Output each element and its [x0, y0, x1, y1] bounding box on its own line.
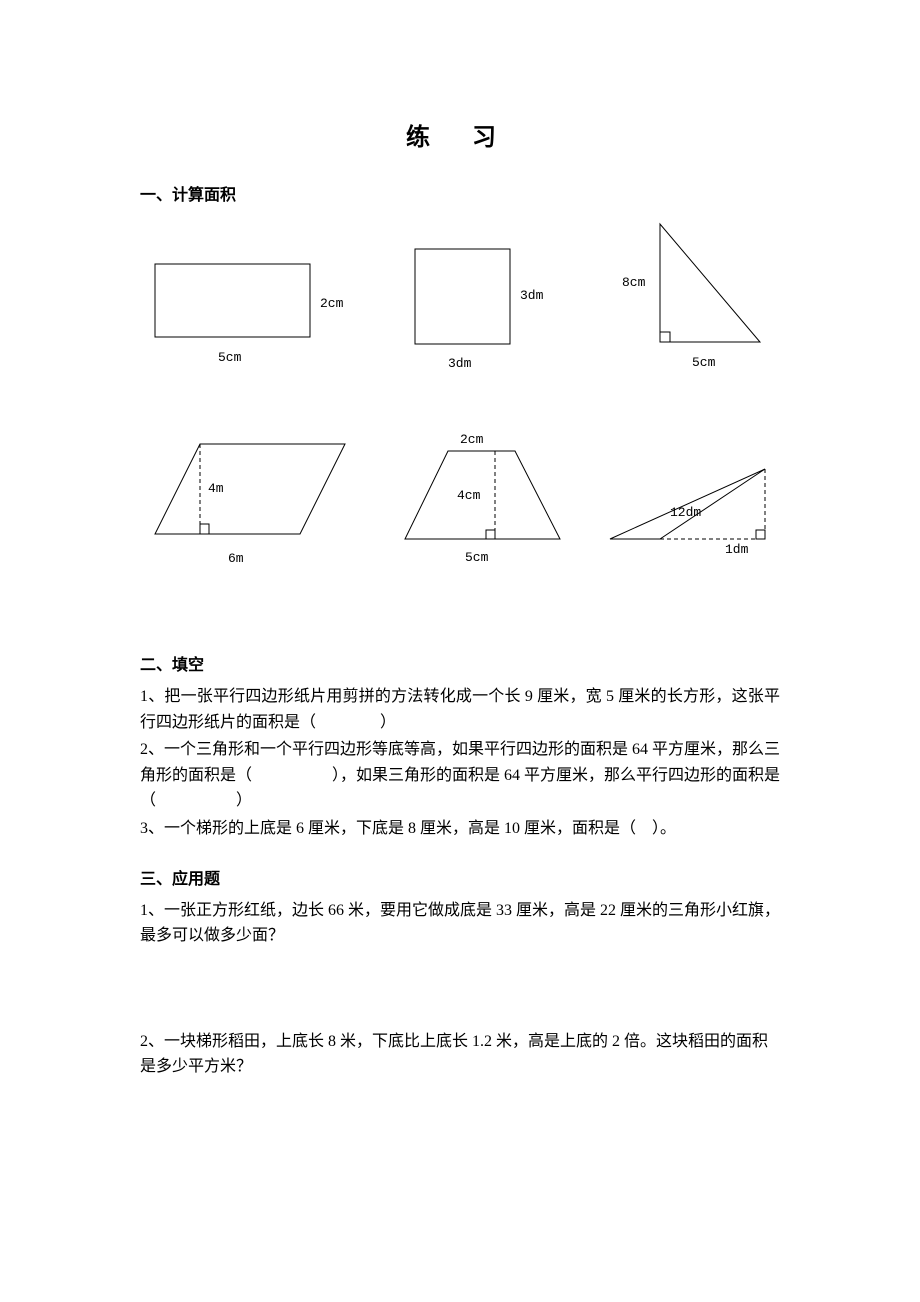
figures-row-2: 4m 6m 2cm 4cm 5cm 12dm 1dm — [140, 429, 780, 574]
parallelogram-svg: 4m 6m — [140, 434, 370, 574]
fill-q3: 3、一个梯形的上底是 6 厘米，下底是 8 厘米，高是 10 厘米，面积是（ ）… — [140, 816, 780, 842]
fill-q1: 1、把一张平行四边形纸片用剪拼的方法转化成一个长 9 厘米，宽 5 厘米的长方形… — [140, 684, 780, 735]
fill-q2: 2、一个三角形和一个平行四边形等底等高，如果平行四边形的面积是 64 平方厘米，… — [140, 737, 780, 814]
rect-width-label: 5cm — [218, 350, 242, 365]
page-title: 练 习 — [140, 120, 780, 156]
section-2-heading: 二、填空 — [140, 654, 780, 678]
obtuse-triangle-svg: 12dm 1dm — [600, 464, 780, 574]
figures-row-1: 2cm 5cm 3dm 3dm 8cm 5cm — [140, 214, 780, 379]
rt-base-label: 5cm — [692, 355, 716, 370]
figure-rectangle: 2cm 5cm — [140, 249, 360, 379]
right-triangle-svg: 8cm 5cm — [610, 214, 780, 379]
obt-height-label: 1dm — [725, 542, 749, 557]
figure-trapezoid: 2cm 4cm 5cm — [385, 429, 585, 574]
trap-height-label: 4cm — [457, 488, 481, 503]
square-svg: 3dm 3dm — [400, 229, 570, 379]
app-q1: 1、一张正方形红纸，边长 66 米，要用它做成底是 33 厘米，高是 22 厘米… — [140, 898, 780, 949]
obt-base-label: 12dm — [670, 505, 701, 520]
figure-right-triangle: 8cm 5cm — [610, 214, 780, 379]
rectangle-svg: 2cm 5cm — [140, 249, 360, 379]
rect-height-label: 2cm — [320, 296, 344, 311]
para-base-label: 6m — [228, 551, 244, 566]
figure-parallelogram: 4m 6m — [140, 434, 370, 574]
square-right-label: 3dm — [520, 288, 544, 303]
section-3-heading: 三、应用题 — [140, 868, 780, 892]
app-q2: 2、一块梯形稻田，上底长 8 米，下底比上底长 1.2 米，高是上底的 2 倍。… — [140, 1029, 780, 1080]
figure-square: 3dm 3dm — [400, 229, 570, 379]
section-1-heading: 一、计算面积 — [140, 184, 780, 208]
trap-top-label: 2cm — [460, 432, 484, 447]
figure-obtuse-triangle: 12dm 1dm — [600, 464, 780, 574]
square-bottom-label: 3dm — [448, 356, 472, 371]
para-height-label: 4m — [208, 481, 224, 496]
trapezoid-svg: 2cm 4cm 5cm — [385, 429, 585, 574]
trap-bottom-label: 5cm — [465, 550, 489, 565]
rt-height-label: 8cm — [622, 275, 646, 290]
